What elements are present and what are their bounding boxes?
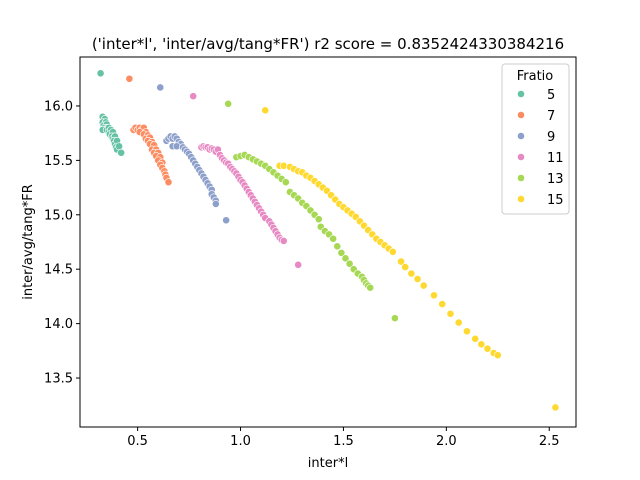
data-point-9	[211, 200, 220, 208]
legend-items: 5 7 9 11 13 15	[517, 88, 564, 208]
data-point-15	[438, 300, 447, 308]
x-axis: 0.5 1.0 1.5 2.0 2.5	[127, 427, 560, 449]
data-point-15	[477, 340, 486, 349]
legend-marker-13	[517, 174, 525, 182]
data-point-15	[430, 291, 438, 300]
data-point-13	[341, 254, 350, 263]
x-tick-label: 0.5	[127, 434, 148, 449]
legend-label-9: 9	[547, 130, 555, 145]
data-point-5	[96, 69, 105, 78]
data-point-5	[115, 142, 123, 151]
data-point-13	[329, 234, 338, 243]
data-point-9	[222, 216, 231, 225]
data-point-15	[413, 275, 422, 283]
legend-marker-11	[517, 153, 525, 161]
legend-label-15: 15	[547, 193, 564, 208]
data-point-13	[314, 215, 323, 224]
y-tick-label: 15.5	[44, 154, 73, 169]
y-tick-label: 13.5	[44, 372, 73, 387]
data-point-11	[279, 237, 288, 245]
legend-marker-9	[517, 132, 525, 140]
y-axis: 13.5 14.0 14.5 15.0 15.5 16.0	[44, 99, 80, 387]
chart-title: ('inter*l', 'inter/avg/tang*FR') r2 scor…	[92, 35, 564, 53]
legend-label-5: 5	[547, 88, 555, 103]
data-point-13	[281, 178, 290, 187]
y-axis-label: inter/avg/tang*FR	[21, 184, 36, 300]
data-point-13	[366, 283, 375, 292]
y-tick-label: 14.0	[44, 317, 73, 332]
data-point-7	[125, 74, 134, 83]
data-point-15	[397, 257, 405, 266]
x-tick-label: 2.0	[436, 434, 457, 449]
data-point-15	[261, 106, 270, 115]
data-point-13	[345, 259, 354, 268]
y-tick-label: 16.0	[44, 99, 73, 114]
data-point-5	[117, 148, 126, 157]
legend-marker-7	[517, 111, 525, 119]
data-point-7	[164, 178, 173, 187]
data-point-15	[454, 318, 463, 327]
legend-box	[501, 63, 570, 215]
legend-label-13: 13	[547, 172, 564, 187]
data-point-15	[483, 344, 492, 353]
data-point-9	[156, 83, 165, 92]
data-point-13	[224, 99, 233, 108]
points-layer	[96, 69, 560, 412]
legend-label-7: 7	[547, 109, 555, 124]
data-point-15	[493, 351, 502, 360]
data-point-15	[419, 281, 428, 290]
plot-frame	[79, 56, 577, 428]
y-tick-label: 15.0	[44, 208, 73, 223]
data-point-15	[388, 247, 397, 256]
legend-marker-15	[517, 195, 525, 203]
data-point-13	[390, 314, 399, 323]
data-point-15	[407, 269, 416, 278]
legend-label-11: 11	[547, 151, 564, 166]
data-point-15	[471, 334, 480, 343]
data-point-13	[337, 248, 346, 257]
x-tick-label: 2.5	[539, 434, 560, 449]
data-point-11	[189, 92, 198, 101]
data-point-11	[294, 260, 303, 269]
x-tick-label: 1.0	[230, 434, 251, 449]
legend: Fratio 5 7 9 11 13 15	[501, 63, 570, 215]
y-tick-label: 14.5	[44, 263, 73, 278]
data-point-13	[333, 242, 342, 251]
x-axis-label: inter*l	[308, 456, 348, 471]
data-point-15	[401, 263, 410, 271]
data-point-15	[551, 403, 560, 412]
legend-marker-5	[517, 90, 525, 98]
data-point-15	[446, 309, 455, 318]
data-point-15	[463, 327, 471, 336]
x-tick-label: 1.5	[333, 434, 354, 449]
legend-title: Fratio	[517, 69, 554, 84]
